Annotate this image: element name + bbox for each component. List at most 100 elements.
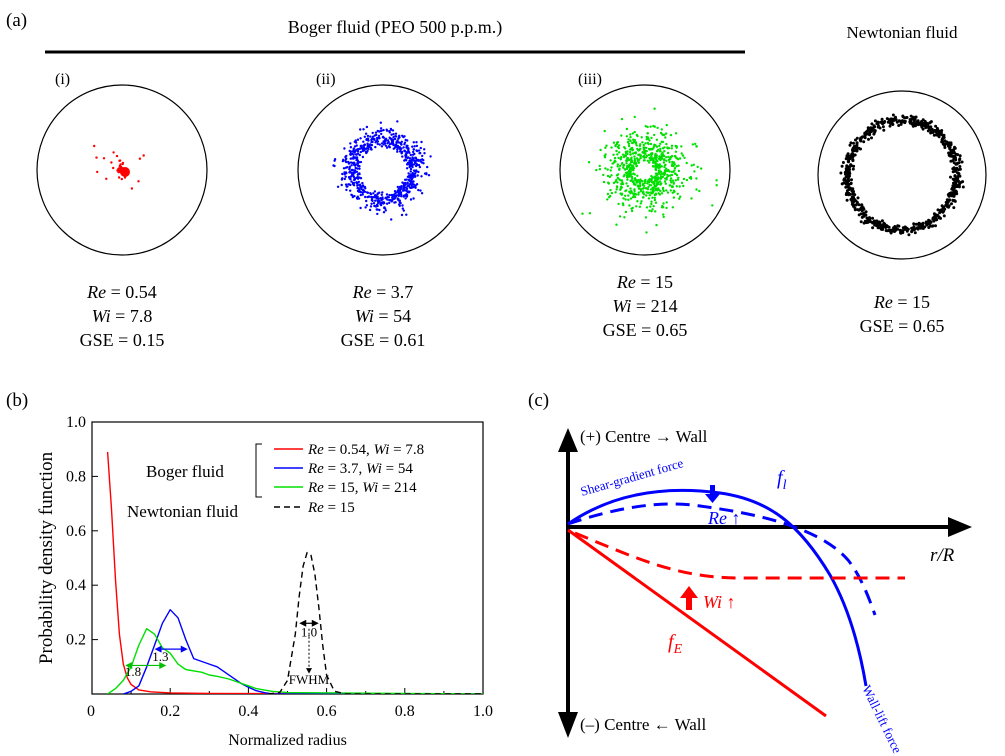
particle: [621, 162, 624, 165]
particle: [110, 161, 113, 164]
particle: [633, 173, 636, 176]
particle: [645, 146, 648, 150]
particle: [663, 170, 667, 173]
particle: [609, 159, 612, 162]
particle: [396, 197, 399, 200]
particle: [650, 181, 654, 184]
particle: [142, 154, 145, 157]
particle: [341, 172, 344, 176]
particle: [637, 153, 640, 157]
re-arrow-shaft: [710, 485, 715, 495]
particle: [649, 147, 652, 151]
particle: [358, 183, 361, 187]
particle: [614, 144, 617, 147]
particle: [961, 180, 965, 184]
particle: [380, 145, 384, 148]
particle: [406, 161, 410, 165]
particle: [901, 115, 905, 119]
particle: [622, 197, 625, 200]
particle: [893, 230, 896, 233]
particle: [652, 161, 656, 164]
force-axis-down-arrow: [558, 712, 578, 738]
particle: [112, 166, 115, 170]
pdf-chart: 0 0.2 0.4 0.6 0.8 1.0 0.2 0.4 0.6 0.8 1.0 Normalize…: [36, 414, 493, 749]
particle: [862, 221, 866, 225]
particle: [374, 131, 378, 134]
particle: [679, 195, 682, 198]
particle: [366, 137, 369, 141]
particle: [379, 127, 383, 130]
particle: [394, 201, 397, 204]
particle: [376, 192, 380, 195]
particle: [351, 168, 354, 172]
particle: [341, 177, 344, 180]
particle: [352, 183, 355, 186]
particle: [669, 177, 673, 180]
particle: [407, 190, 410, 193]
particle: [665, 123, 668, 127]
particle: [921, 227, 925, 230]
particle: [383, 207, 387, 210]
particle: [626, 178, 629, 181]
particle: [394, 143, 398, 146]
particle: [646, 125, 649, 129]
particle: [643, 159, 646, 162]
particle: [625, 135, 628, 138]
particle: [642, 187, 645, 190]
particle: [364, 206, 367, 209]
particle: [352, 172, 355, 176]
particle: [407, 172, 410, 175]
particle: [349, 153, 352, 156]
particle: [362, 128, 365, 131]
legend-entry: Re = 15: [307, 500, 355, 516]
particle: [606, 168, 609, 171]
particle: [849, 163, 853, 167]
particle: [381, 198, 384, 201]
particle: [413, 152, 416, 156]
particle: [427, 174, 431, 177]
particle: [941, 137, 945, 140]
particle: [899, 122, 903, 126]
particle: [961, 185, 965, 189]
particle: [105, 177, 108, 180]
particle: [925, 223, 929, 227]
particle: [602, 173, 605, 177]
particle: [401, 155, 404, 158]
particle: [411, 145, 414, 148]
particle: [654, 176, 657, 179]
particle: [914, 222, 918, 226]
particle: [400, 195, 403, 198]
particle: [345, 154, 348, 158]
particle: [344, 166, 348, 169]
particle: [916, 119, 920, 123]
particle: [670, 170, 674, 173]
particle: [651, 208, 654, 211]
particle: [381, 196, 384, 199]
particle: [853, 193, 857, 197]
particle: [934, 224, 937, 228]
particle: [631, 196, 635, 199]
particle: [871, 226, 875, 230]
particle: [400, 140, 403, 143]
particle: [698, 189, 701, 193]
particle: [945, 198, 949, 202]
particle: [695, 177, 698, 180]
particle: [404, 183, 407, 186]
particle: [379, 121, 382, 124]
particle: [636, 147, 639, 151]
particle: [945, 202, 949, 206]
particle: [946, 193, 950, 197]
particle: [664, 177, 667, 180]
particle: [677, 164, 680, 167]
particle: [851, 167, 855, 171]
particle: [421, 154, 424, 158]
particle: [941, 142, 945, 146]
particle: [412, 185, 415, 189]
particle: [358, 153, 361, 157]
particle: [903, 225, 907, 229]
wi-increase-label: Wi ↑: [703, 592, 736, 612]
particle: [361, 188, 365, 192]
particle: [623, 168, 626, 171]
particle: [927, 226, 931, 229]
